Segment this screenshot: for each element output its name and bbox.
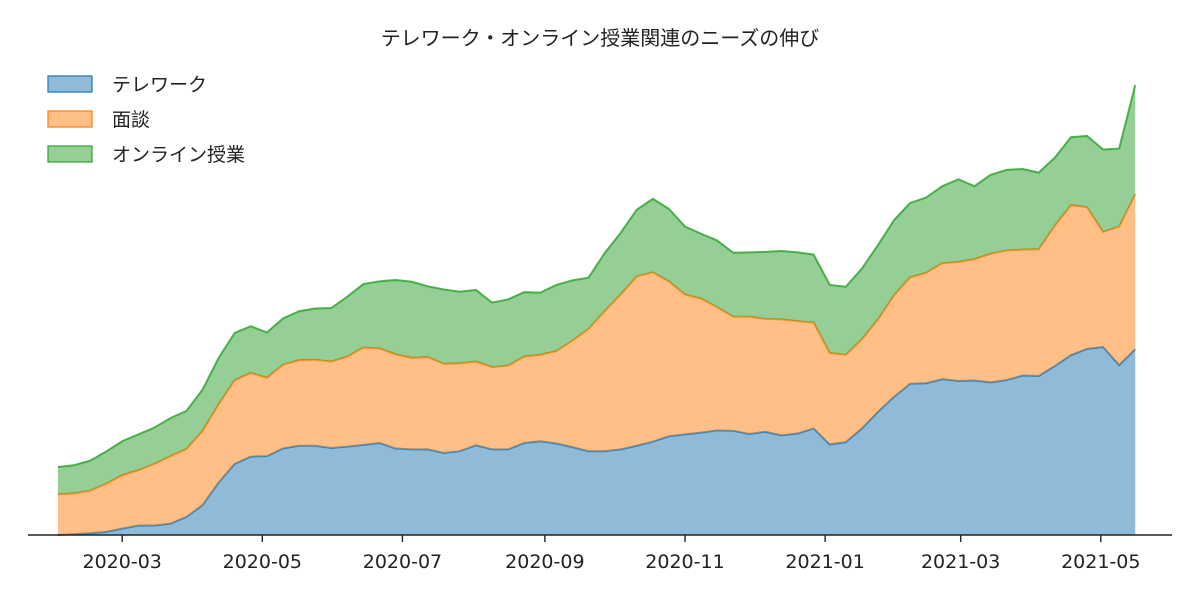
legend-swatch [47, 110, 93, 128]
area-line-series-2 [57, 84, 1137, 469]
chart-title: テレワーク・オンライン授業関連のニーズの伸び [381, 26, 820, 50]
area-fill-series-1 [57, 194, 1136, 535]
stacked-areas [57, 84, 1137, 536]
x-tick-label: 2020-03 [82, 551, 161, 573]
x-axis: 2020-03 2020-05 2020-07 2020-09 2020-11 2021-… [28, 534, 1172, 573]
legend-label: テレワーク [112, 74, 207, 96]
legend-swatch [47, 145, 93, 163]
x-tick-label: 2020-07 [363, 551, 442, 573]
x-tick-label: 2020-11 [645, 551, 724, 573]
area-fill-series-2 [57, 85, 1136, 495]
legend-label: オンライン授業 [112, 144, 245, 166]
x-tick-label: 2021-05 [1061, 551, 1140, 573]
x-tick-label: 2020-09 [505, 551, 584, 573]
x-tick-label: 2021-03 [921, 551, 1000, 573]
area-fill-series-0 [57, 347, 1136, 535]
x-tick-label: 2021-01 [785, 551, 864, 573]
legend-label: 面談 [112, 109, 150, 131]
legend-swatch [47, 75, 93, 93]
x-tick-label: 2020-05 [223, 551, 302, 573]
